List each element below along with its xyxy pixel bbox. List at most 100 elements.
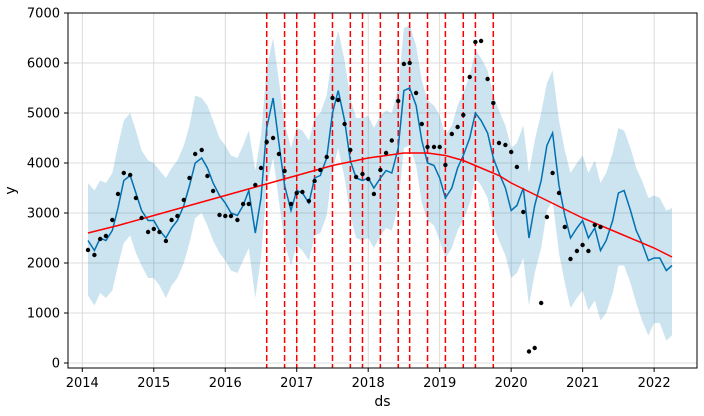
observed-point	[187, 175, 192, 181]
x-tick-label: 2021	[566, 376, 599, 391]
y-tick-label: 0	[52, 357, 60, 372]
observed-point	[253, 182, 258, 188]
y-tick-label: 7000	[27, 7, 60, 22]
observed-point	[205, 173, 210, 179]
observed-point	[455, 124, 460, 130]
observed-point	[496, 140, 502, 146]
x-tick-label: 2020	[495, 376, 528, 391]
observed-point	[413, 90, 419, 96]
observed-point	[128, 172, 133, 178]
plot-frame	[67, 12, 698, 369]
x-tick-label: 2022	[638, 376, 671, 391]
observed-point	[270, 135, 276, 141]
observed-point	[461, 112, 466, 118]
observed-point	[491, 100, 496, 106]
x-tick-label: 2019	[423, 376, 456, 391]
observed-point	[115, 191, 121, 197]
x-tick-label: 2017	[280, 376, 313, 391]
observed-point	[169, 217, 174, 223]
observed-point	[396, 98, 401, 104]
y-tick-label: 5000	[27, 107, 60, 122]
observed-point	[431, 144, 437, 150]
observed-point	[419, 121, 424, 127]
observed-point	[389, 138, 394, 143]
observed-point	[151, 226, 156, 232]
observed-point	[473, 39, 478, 45]
x-axis-ticks: 2014 2015 2016 2017 2018 2019 2020 2021 2022	[66, 368, 671, 391]
observed-point	[235, 217, 240, 223]
observed-point	[353, 174, 359, 180]
observed-point	[401, 61, 407, 67]
changepoint-lines	[265, 13, 495, 368]
observed-point	[92, 252, 97, 258]
observed-point	[312, 178, 317, 184]
observed-point	[98, 236, 103, 242]
y-tick-label: 3000	[27, 207, 60, 222]
observed-point	[544, 214, 550, 220]
observed-point	[521, 209, 526, 215]
observed-point	[223, 213, 228, 219]
forecast-line-group	[87, 86, 673, 272]
observed-point	[503, 142, 508, 148]
observed-point	[306, 198, 312, 204]
observed-point	[378, 167, 383, 173]
y-tick-label: 6000	[27, 57, 60, 72]
observed-point	[85, 247, 91, 253]
y-tick-label: 2000	[27, 257, 60, 272]
observed-point	[586, 248, 591, 254]
observed-point	[348, 147, 353, 153]
observed-point	[425, 144, 430, 150]
observed-point	[443, 162, 448, 168]
observed-point	[199, 147, 204, 153]
observed-point	[532, 345, 537, 351]
trend-line	[87, 152, 673, 258]
observed-point	[181, 197, 186, 203]
uncertainty-band-group	[88, 25, 672, 341]
observed-point	[288, 201, 294, 207]
observed-point	[437, 144, 442, 150]
observed-point	[485, 76, 490, 82]
observed-point	[210, 188, 216, 194]
observed-point	[139, 215, 144, 221]
observed-point	[336, 97, 341, 103]
observed-point	[550, 170, 555, 176]
observed-point	[568, 256, 573, 262]
trend-line-group	[87, 152, 673, 258]
x-tick-label: 2014	[66, 376, 99, 391]
observed-point	[574, 248, 580, 254]
observed-point	[330, 95, 335, 101]
observed-point	[467, 74, 472, 80]
forecast-line	[87, 86, 673, 272]
observed-point	[580, 242, 585, 248]
observed-point	[103, 233, 109, 239]
observed-point	[282, 168, 287, 174]
observed-point	[110, 217, 115, 223]
observed-point	[240, 201, 246, 207]
observed-point	[133, 195, 139, 201]
observed-point	[383, 150, 389, 156]
observed-point	[562, 224, 567, 230]
observed-point	[145, 229, 151, 235]
observed-point	[300, 189, 305, 195]
observed-points-group	[85, 38, 603, 354]
observed-point	[526, 349, 532, 354]
x-tick-label: 2016	[209, 376, 242, 391]
y-axis-ticks: 0 1000 2000 3000 4000 5000 6000 7000	[27, 7, 68, 372]
observed-point	[407, 60, 412, 66]
observed-point	[217, 212, 222, 218]
observed-point	[121, 170, 127, 176]
observed-point	[175, 213, 180, 219]
y-tick-label: 1000	[27, 307, 60, 322]
x-tick-label: 2015	[137, 376, 170, 391]
observed-point	[228, 213, 234, 219]
observed-point	[342, 121, 347, 127]
observed-point	[360, 171, 365, 177]
observed-point	[276, 151, 282, 157]
observed-point	[264, 139, 269, 145]
observed-point	[556, 190, 562, 196]
observed-point	[193, 151, 198, 157]
observed-point	[163, 238, 169, 244]
observed-point	[324, 154, 329, 160]
